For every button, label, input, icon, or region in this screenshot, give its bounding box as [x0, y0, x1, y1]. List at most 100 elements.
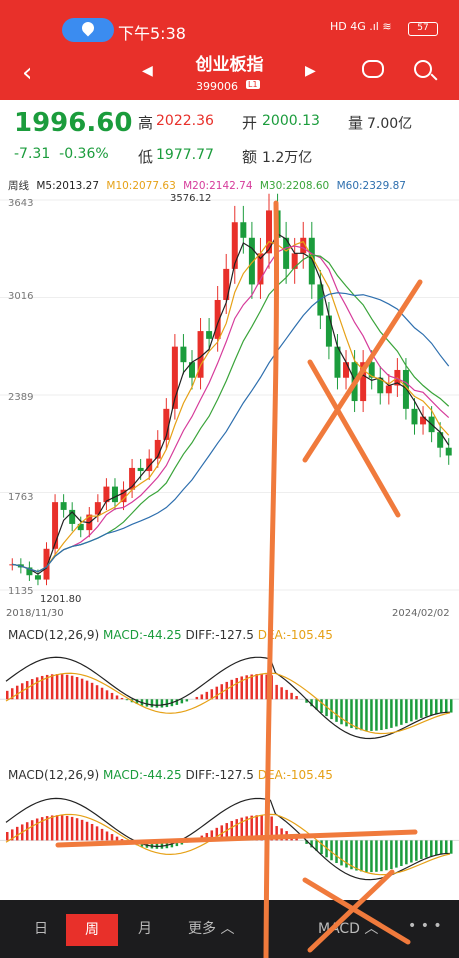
candle: [420, 416, 427, 425]
ma-legend: 周线 M5:2013.27 M10:2077.63 M20:2142.74 M3…: [8, 178, 410, 193]
macd-bar: [235, 819, 238, 841]
candle: [223, 268, 230, 300]
signal-icons: HD 4G .ıl ≋: [330, 20, 392, 33]
candle: [351, 362, 358, 402]
candle: [34, 575, 41, 580]
location-pin-icon: [79, 19, 97, 37]
macd-bar: [215, 686, 219, 700]
more-options-icon[interactable]: • • •: [408, 918, 442, 934]
macd1-label[interactable]: MACD(12,26,9): [8, 628, 100, 642]
macd-bar: [325, 840, 328, 858]
tab-day[interactable]: 日: [34, 921, 48, 937]
macd-bar: [230, 679, 233, 700]
macd-bar: [315, 699, 318, 710]
amount-label: 额: [242, 148, 258, 166]
macd-bar: [365, 840, 368, 872]
macd-bar: [340, 840, 343, 866]
macd-bar: [215, 827, 219, 841]
macd-bar: [255, 815, 258, 841]
macd-bar: [115, 836, 119, 841]
macd-bar: [10, 688, 14, 700]
macd-bar: [415, 699, 418, 720]
amount-value: 1.2万亿: [262, 150, 313, 166]
assistant-robot-icon[interactable]: [362, 60, 384, 78]
macd2-label[interactable]: MACD(12,26,9): [8, 768, 100, 782]
macd-bar: [385, 840, 388, 871]
macd-bar: [440, 699, 443, 714]
macd-bar: [80, 819, 84, 841]
macd-bar: [105, 831, 109, 841]
min-price-label: 1201.80: [40, 594, 82, 605]
macd-bar: [175, 699, 179, 705]
legend-ma30: M30:2208.60: [259, 180, 330, 192]
macd-panel-2[interactable]: [0, 765, 459, 895]
macd-bar: [95, 826, 99, 841]
macd-bar: [125, 699, 129, 701]
macd-bar: [250, 815, 253, 841]
macd-bar: [150, 699, 154, 708]
tab-more[interactable]: 更多 ︿: [188, 921, 235, 937]
macd-bar: [35, 677, 39, 700]
macd-bar: [295, 696, 298, 700]
macd1-header: MACD(12,26,9) MACD:-44.25 DIFF:-127.5 DE…: [8, 628, 333, 642]
back-arrow-icon[interactable]: ‹: [22, 58, 33, 88]
candle: [146, 458, 153, 472]
indicator-selector[interactable]: MACD ︿: [318, 921, 379, 937]
search-icon[interactable]: [414, 60, 432, 78]
next-stock-icon[interactable]: ▶: [305, 63, 316, 79]
macd-bar: [125, 840, 129, 842]
macd-bar: [285, 831, 288, 841]
macd-bar: [225, 681, 229, 700]
ma5-line: [12, 233, 450, 575]
macd-bar: [85, 821, 89, 841]
y-tick-5: 1135: [8, 586, 34, 597]
candle: [111, 486, 118, 503]
prev-stock-icon[interactable]: ◀: [142, 63, 153, 79]
candle: [343, 362, 350, 378]
macd-bar: [355, 840, 358, 871]
macd-bar: [445, 699, 448, 713]
kline-chart[interactable]: [0, 190, 459, 620]
macd-bar: [25, 822, 29, 841]
macd-bar: [400, 840, 403, 867]
macd-bar: [200, 835, 204, 841]
candle: [52, 502, 59, 549]
macd-bar: [165, 699, 169, 708]
macd-bar: [345, 840, 348, 868]
macd-panel-1[interactable]: [0, 625, 459, 753]
macd-bar: [420, 699, 423, 718]
legend-ma10: M10:2077.63: [106, 180, 176, 192]
macd-bar: [195, 838, 199, 841]
x-end-date: 2024/02/02: [392, 608, 450, 619]
macd-bar: [155, 699, 159, 708]
candle: [385, 385, 392, 394]
macd-bar: [120, 839, 124, 841]
macd-bar: [395, 840, 398, 868]
macd-bar: [310, 699, 313, 707]
macd-bar: [275, 684, 278, 700]
tab-week[interactable]: 周: [66, 914, 118, 946]
macd-bar: [325, 699, 328, 717]
candle: [137, 467, 144, 472]
macd-bar: [65, 815, 69, 841]
macd-bar: [185, 699, 189, 702]
x-start-date: 2018/11/30: [6, 608, 64, 619]
candle: [308, 237, 315, 285]
candle: [180, 346, 187, 363]
candle: [291, 253, 298, 269]
tab-month[interactable]: 月: [138, 921, 152, 937]
macd-bar: [285, 689, 288, 700]
macd-bar: [75, 677, 79, 700]
candle: [368, 362, 375, 378]
macd-bar: [410, 699, 413, 722]
macd-bar: [450, 699, 453, 713]
change-percent: -0.36%: [59, 146, 109, 162]
candle: [411, 408, 418, 425]
location-pill[interactable]: [62, 18, 114, 42]
macd-bar: [280, 828, 283, 841]
macd-bar: [345, 699, 348, 727]
candle: [163, 408, 170, 440]
macd-bar: [420, 840, 423, 860]
macd-bar: [245, 675, 248, 700]
macd-bar: [365, 699, 368, 731]
